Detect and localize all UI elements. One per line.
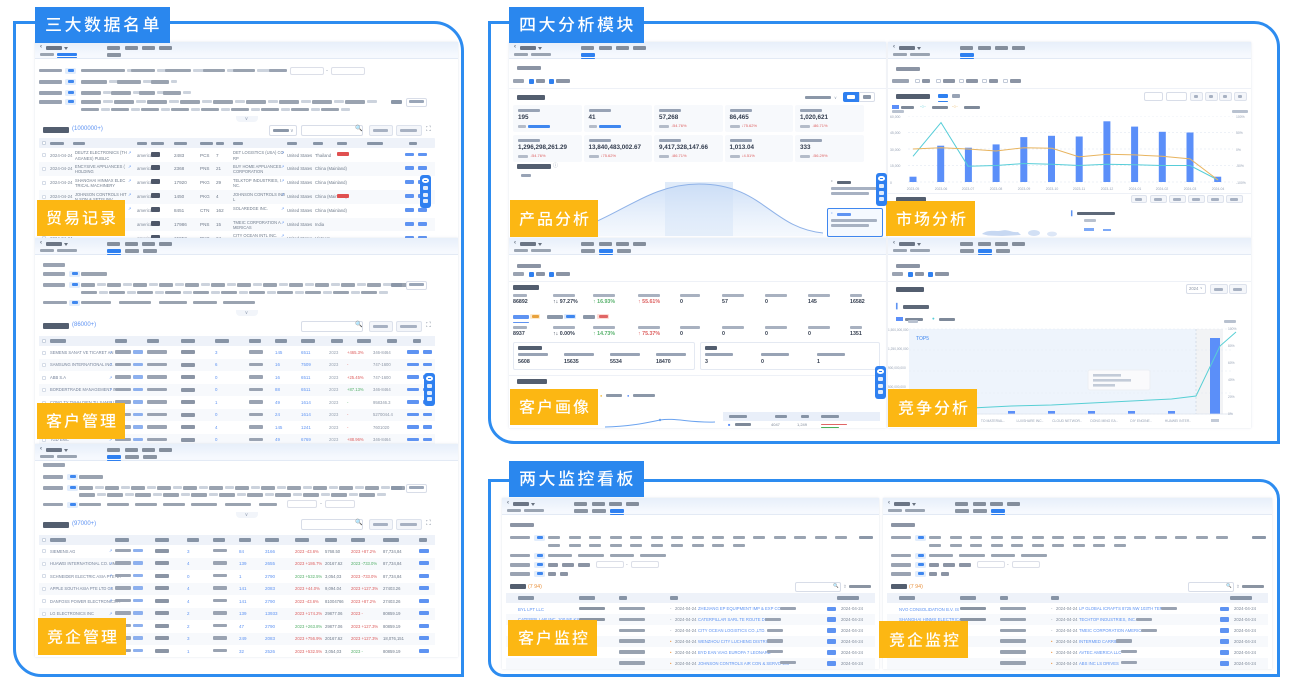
svg-text:2024-04: 2024-04 [1212,187,1225,191]
svg-text:2024-03: 2024-03 [1184,187,1197,191]
svg-text:LUXSHARE INC..: LUXSHARE INC.. [1017,419,1044,423]
svg-text:2023-08: 2023-08 [990,187,1003,191]
svg-text:2023-09: 2023-09 [1018,187,1031,191]
svg-text:2023-05: 2023-05 [907,187,920,191]
svg-text:TO MATERIAL..: TO MATERIAL.. [981,419,1005,423]
svg-text:2023-07: 2023-07 [962,187,975,191]
svg-text:2024-02: 2024-02 [1156,187,1169,191]
svg-text:2023-12: 2023-12 [1101,187,1114,191]
svg-text:DONG MING EA..: DONG MING EA.. [1090,419,1117,423]
svg-text:2023-06: 2023-06 [935,187,948,191]
svg-text:2024-01: 2024-01 [1129,187,1142,191]
svg-text:2023-10: 2023-10 [1046,187,1059,191]
svg-text:HUAWEI INTER..: HUAWEI INTER.. [1165,419,1191,423]
svg-text:TOP5: TOP5 [916,336,929,342]
svg-text:CLOUD NETWOR..: CLOUD NETWOR.. [1052,419,1082,423]
svg-text:2023-11: 2023-11 [1073,187,1085,191]
svg-text:DIY ENGINE..: DIY ENGINE.. [1130,419,1151,423]
